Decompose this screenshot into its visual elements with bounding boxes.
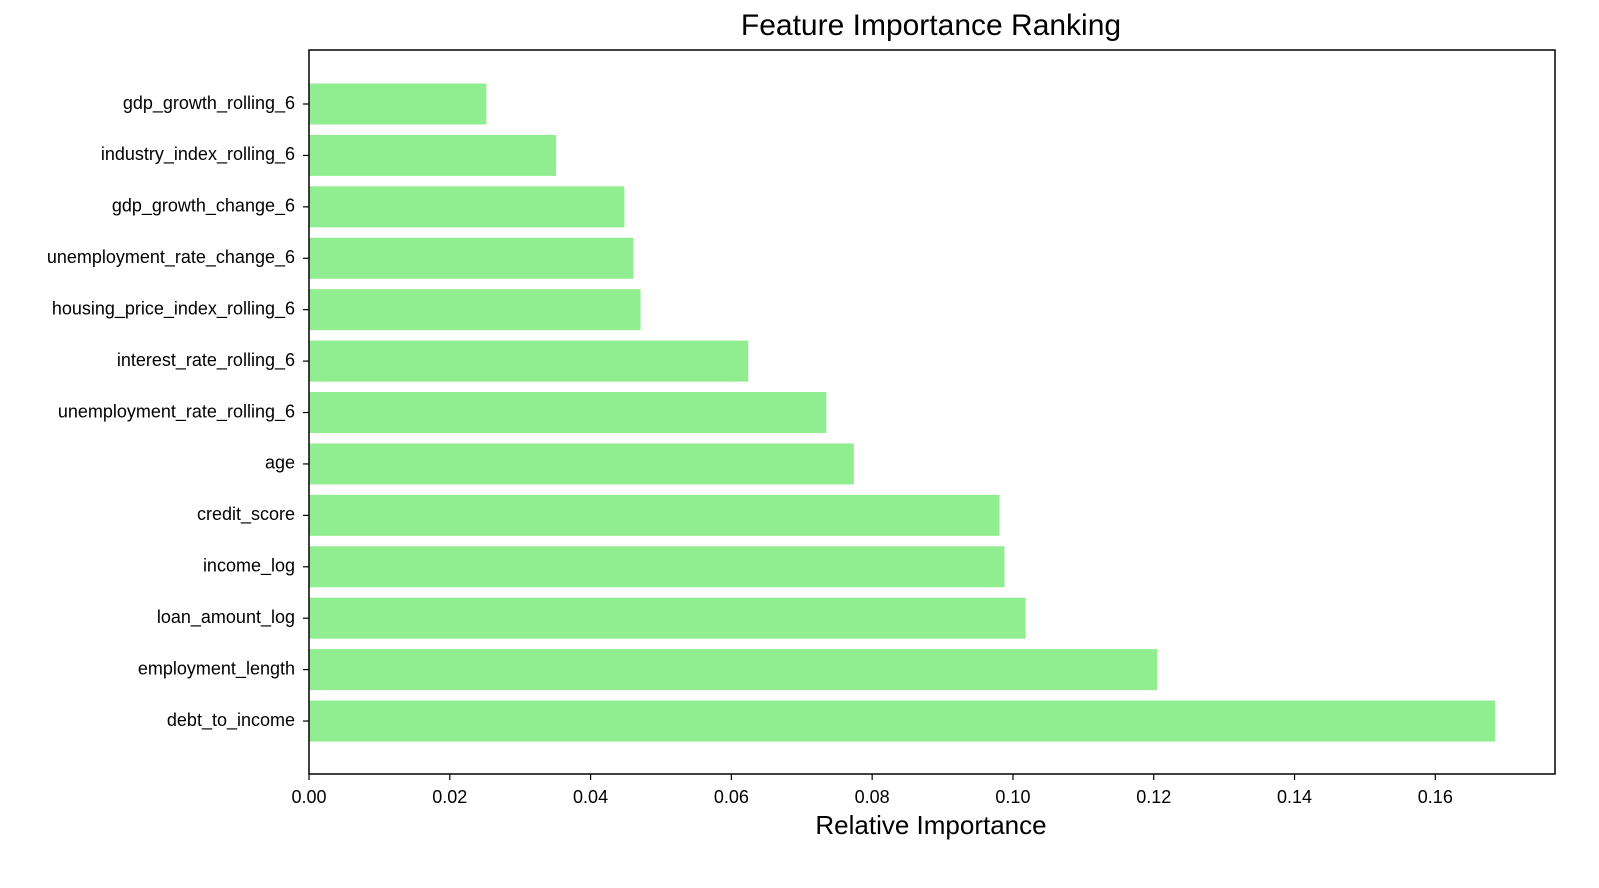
x-tick-label: 0.00 [291,787,326,807]
bar [309,237,634,279]
x-tick-label: 0.10 [995,787,1030,807]
bar [309,134,557,176]
x-tick-label: 0.16 [1418,787,1453,807]
x-tick-label: 0.06 [714,787,749,807]
x-tick-label: 0.08 [855,787,890,807]
bar [309,289,641,331]
x-tick-label: 0.02 [432,787,467,807]
y-tick-label: employment_length [138,658,295,679]
bar [309,83,487,125]
y-tick-label: income_log [203,556,295,577]
bar [309,443,854,485]
x-tick-label: 0.04 [573,787,608,807]
bar [309,597,1026,639]
y-tick-label: gdp_growth_rolling_6 [123,93,295,114]
x-tick-label: 0.14 [1277,787,1312,807]
y-tick-label: unemployment_rate_change_6 [47,247,295,268]
bar [309,546,1005,588]
y-tick-label: credit_score [197,504,295,525]
bar [309,392,827,434]
y-tick-label: housing_price_index_rolling_6 [52,298,295,319]
chart-title: Feature Importance Ranking [741,9,1121,42]
bar [309,340,749,382]
y-tick-label: industry_index_rolling_6 [101,144,295,165]
y-tick-label: unemployment_rate_rolling_6 [58,401,295,422]
bar [309,700,1496,742]
x-tick-label: 0.12 [1136,787,1171,807]
x-axis-label: Relative Importance [815,810,1046,840]
y-tick-label: debt_to_income [167,710,295,731]
plot-frame [308,49,1556,775]
y-tick-label: age [265,453,295,473]
y-tick-label: interest_rate_rolling_6 [117,350,295,371]
bar [309,649,1158,691]
bar [309,186,625,228]
y-tick-label: gdp_growth_change_6 [112,196,295,217]
bar [309,494,1000,536]
y-tick-label: loan_amount_log [157,607,295,628]
